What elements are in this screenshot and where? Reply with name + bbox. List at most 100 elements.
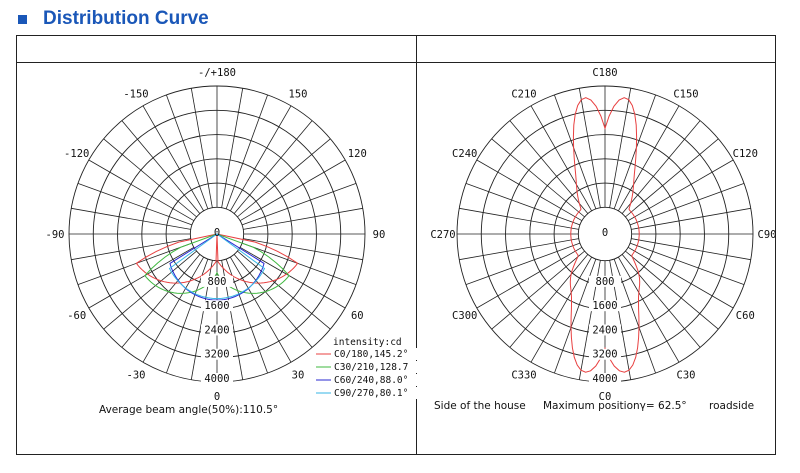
left-grid-spoke	[77, 183, 193, 226]
right-grid-spoke	[617, 105, 680, 212]
left-grid-spoke	[71, 238, 191, 261]
left-grid-spoke	[121, 120, 201, 214]
left-angle-label: 90	[373, 229, 386, 241]
right-grid-spoke	[625, 250, 719, 330]
left-grid-spoke	[142, 256, 205, 363]
right-grid-spoke	[621, 120, 701, 214]
left-angle-label: -/+180	[198, 67, 236, 79]
left-grid-spoke	[121, 254, 201, 348]
left-angle-label: 120	[348, 148, 367, 160]
right-angle-label: C120	[733, 148, 758, 160]
left-grid-spoke	[233, 120, 313, 214]
left-radial-label-bg	[201, 373, 233, 384]
right-angle-label: C0	[599, 391, 612, 403]
right-grid-spoke	[459, 207, 579, 230]
right-grid-spoke	[631, 207, 751, 230]
left-angle-label: -90	[46, 229, 65, 241]
right-angle-label: C210	[511, 89, 536, 101]
square-bullet-icon	[18, 14, 27, 24]
right-grid-spoke	[627, 246, 734, 309]
left-grid-spoke	[71, 207, 191, 230]
left-grid-spoke	[190, 88, 213, 208]
left-grid-spoke	[239, 159, 346, 222]
right-angle-label: C60	[736, 310, 755, 322]
legend-entry: C60/240,88.0°	[334, 375, 408, 386]
curve-c90-270	[168, 233, 266, 300]
right-grid-spoke	[625, 138, 719, 218]
left-grid-spoke	[221, 88, 244, 208]
legend-bg	[312, 361, 422, 373]
right-radial-label: 4000	[592, 373, 617, 385]
left-grid-spoke	[241, 183, 357, 226]
left-radial-label: 800	[208, 276, 227, 288]
left-grid-spoke	[225, 94, 268, 210]
right-grid-spoke	[629, 242, 745, 285]
right-radial-label-bg	[589, 275, 621, 287]
curve-c30-210	[144, 233, 290, 294]
right-grid-spoke	[554, 258, 597, 374]
section-header: Distribution Curve	[14, 5, 209, 33]
right-grid-spoke	[491, 138, 585, 218]
right-radial-label: 2400	[592, 324, 617, 336]
right-grid-spoke	[465, 242, 581, 285]
left-grid-spoke	[241, 242, 357, 285]
left-grid-spoke	[88, 246, 195, 309]
right-radial-label-bg	[589, 324, 621, 336]
right-grid-spoke	[578, 88, 601, 208]
right-grid-spoke	[613, 94, 656, 210]
left-angle-label: -150	[123, 89, 148, 101]
left-radial-label: 3200	[204, 349, 229, 361]
section-title: Distribution Curve	[43, 8, 209, 29]
left-angle-label: 150	[289, 89, 308, 101]
right-radial-label: 0	[602, 227, 608, 239]
right-radial-label: 3200	[592, 349, 617, 361]
left-radial-label-bg	[201, 348, 233, 360]
distribution-table	[16, 35, 776, 455]
right-radial-label-bg	[589, 348, 621, 360]
legend-bg	[312, 387, 422, 399]
right-angle-label: C30	[677, 369, 696, 381]
right-grid-spoke	[459, 238, 579, 261]
left-grid-spoke	[88, 159, 195, 222]
right-radial-label-bg	[589, 300, 621, 312]
right-grid-spoke	[509, 120, 589, 214]
left-grid-spoke	[243, 238, 363, 261]
right-radial-label: 1600	[592, 300, 617, 312]
left-grid-spoke	[237, 138, 331, 218]
beam-angle-caption: Average beam angle(50%):110.5°	[99, 404, 279, 416]
right-grid-spoke	[609, 88, 632, 208]
right-grid-spoke	[530, 105, 593, 212]
left-grid-spoke	[233, 254, 313, 348]
left-angle-label: 0	[214, 391, 220, 403]
left-grid-spoke	[229, 105, 292, 212]
legend-entry: C30/210,128.7	[334, 362, 408, 373]
left-grid-spoke	[166, 94, 209, 210]
right-angle-label: C300	[452, 310, 477, 322]
left-radial-label: 0	[214, 227, 220, 239]
left-radial-label-bg	[201, 300, 233, 312]
right-grid-spoke	[509, 254, 589, 348]
left-grid-spoke	[237, 250, 331, 330]
right-angle-label: C90	[758, 229, 777, 241]
legend-entry: C90/270,80.1°	[334, 388, 408, 399]
right-grid-spoke	[629, 183, 745, 226]
left-radial-label-bg	[201, 324, 233, 336]
roadside-caption: roadside	[709, 400, 755, 412]
right-angle-label: C330	[511, 369, 536, 381]
left-angle-label: -30	[127, 369, 146, 381]
right-grid-spoke	[617, 256, 680, 363]
right-grid-spoke	[613, 258, 656, 374]
left-grid-spoke	[103, 138, 197, 218]
max-position-caption: Maximum positionγ= 62.5°	[543, 400, 687, 412]
left-grid-spoke	[166, 258, 209, 374]
left-radial-label: 1600	[204, 300, 229, 312]
left-radial-label-bg	[201, 275, 233, 287]
right-grid-spoke	[631, 238, 751, 261]
left-panel	[16, 35, 417, 455]
right-grid-spoke	[530, 256, 593, 363]
house-side-caption: Side of the house	[434, 400, 526, 412]
header-row-divider	[16, 62, 776, 63]
curve-c0-c180	[569, 97, 641, 373]
